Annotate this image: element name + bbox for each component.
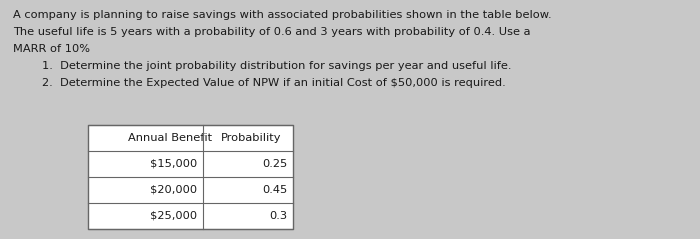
Text: A company is planning to raise savings with associated probabilities shown in th: A company is planning to raise savings w… bbox=[13, 10, 551, 20]
Bar bbox=[88, 125, 293, 229]
Text: The useful life is 5 years with a probability of 0.6 and 3 years with probabilit: The useful life is 5 years with a probab… bbox=[13, 27, 530, 37]
Text: $15,000: $15,000 bbox=[150, 159, 197, 169]
Text: Annual Benefit: Annual Benefit bbox=[128, 133, 212, 143]
Text: 1.  Determine the joint probability distribution for savings per year and useful: 1. Determine the joint probability distr… bbox=[42, 61, 512, 71]
Text: 0.25: 0.25 bbox=[262, 159, 288, 169]
Text: MARR of 10%: MARR of 10% bbox=[13, 44, 90, 54]
Text: 0.3: 0.3 bbox=[270, 211, 288, 221]
Text: $20,000: $20,000 bbox=[150, 185, 197, 195]
Text: Probability: Probability bbox=[221, 133, 281, 143]
Text: 0.45: 0.45 bbox=[262, 185, 288, 195]
Text: $25,000: $25,000 bbox=[150, 211, 197, 221]
Text: 2.  Determine the Expected Value of NPW if an initial Cost of $50,000 is require: 2. Determine the Expected Value of NPW i… bbox=[42, 78, 505, 88]
